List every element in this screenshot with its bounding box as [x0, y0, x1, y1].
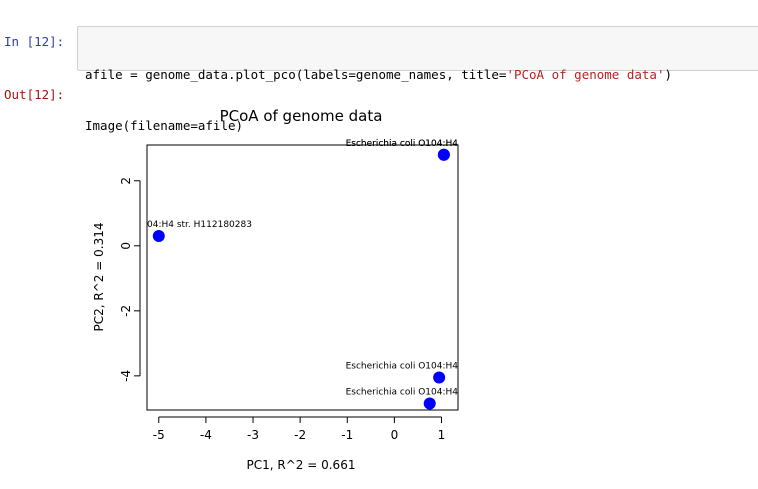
data-point-4: [423, 397, 436, 410]
plot-frame: [146, 144, 459, 411]
code-line-1-text: afile = genome_data.plot_pco(labels=geno…: [85, 67, 507, 82]
pcoa-chart: PCoA of genome data PC1, R^2 = 0.661 PC2…: [92, 107, 459, 472]
y-axis-label: PC2, R^2 = 0.314: [92, 223, 106, 332]
x-tick-label-4: -1: [341, 428, 353, 442]
code-line-2: Image(filename=afile): [85, 117, 672, 134]
x-tick-label-1: -4: [200, 428, 212, 442]
input-prompt: In [12]:: [4, 34, 65, 49]
code-line-1: afile = genome_data.plot_pco(labels=geno…: [85, 66, 672, 83]
data-point-0: [152, 230, 165, 243]
chart-title: PCoA of genome data: [220, 107, 383, 125]
point-label-2: Escherichia coli O104:H4: [346, 139, 459, 149]
point-label-1: Escherichia coli O104:H4: [346, 139, 459, 149]
y-tick-label-3: 2: [119, 177, 133, 185]
x-axis-label: PC1, R^2 = 0.661: [247, 458, 356, 472]
point-label-3: Escherichia coli O104:H4: [346, 361, 459, 371]
y-tick-label-1: -2: [119, 305, 133, 317]
plot-output-image: PCoA of genome data PC1, R^2 = 0.661 PC2…: [79, 95, 479, 485]
y-tick-label-0: -4: [119, 370, 133, 382]
point-label-0: 04:H4 str. H112180283: [147, 220, 252, 230]
x-tick-label-0: -5: [153, 428, 165, 442]
code-editor[interactable]: afile = genome_data.plot_pco(labels=geno…: [85, 32, 672, 168]
code-line-1-end: ): [664, 67, 673, 82]
code-line-1-string: 'PCoA of genome data': [506, 67, 665, 82]
x-tick-label-5: 0: [391, 428, 399, 442]
code-cell-input[interactable]: afile = genome_data.plot_pco(labels=geno…: [77, 26, 758, 133]
data-point-3: [433, 371, 446, 384]
x-tick-label-6: 1: [438, 428, 446, 442]
point-label-4: Escherichia coli O104:H4: [346, 387, 459, 397]
code-line-2-text: Image(filename=afile): [85, 118, 244, 133]
y-tick-label-2: 0: [119, 242, 133, 250]
output-prompt: Out[12]:: [4, 87, 65, 102]
points-group: 04:H4 str. H112180283 Escherichia coli O1…: [147, 139, 458, 410]
axes-group: -5 -4 -3 -2 -1 0 1 -4 -2 0 2: [119, 177, 445, 442]
x-tick-label-2: -3: [247, 428, 259, 442]
data-point-2: [437, 148, 450, 161]
x-tick-label-3: -2: [294, 428, 306, 442]
